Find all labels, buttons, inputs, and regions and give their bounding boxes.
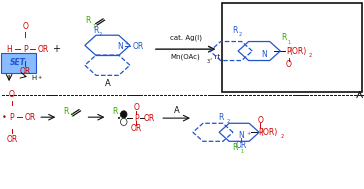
Text: OR: OR <box>7 135 17 144</box>
Text: (OR): (OR) <box>261 128 278 137</box>
Text: •: • <box>117 116 121 122</box>
Text: SET: SET <box>10 58 26 67</box>
Text: Mn(OAc): Mn(OAc) <box>171 53 201 60</box>
Text: O: O <box>286 60 292 69</box>
Text: A: A <box>174 106 179 115</box>
Text: R: R <box>93 26 98 35</box>
Text: H: H <box>6 45 12 54</box>
Text: O: O <box>257 115 263 125</box>
Text: OR: OR <box>24 113 35 122</box>
Text: cat. Ag(I): cat. Ag(I) <box>170 35 202 41</box>
Text: P: P <box>23 45 28 54</box>
Text: R: R <box>233 143 238 152</box>
Ellipse shape <box>120 111 127 118</box>
Text: OR: OR <box>236 141 247 150</box>
Text: A: A <box>104 79 110 88</box>
Text: R: R <box>232 26 238 35</box>
Text: O: O <box>9 90 15 99</box>
Text: 1: 1 <box>92 24 95 29</box>
Text: P: P <box>134 114 138 123</box>
FancyBboxPatch shape <box>222 3 362 92</box>
Text: OR: OR <box>20 67 31 76</box>
Text: +: + <box>125 41 129 46</box>
Text: N: N <box>261 50 267 59</box>
Text: O: O <box>23 22 28 31</box>
Text: P: P <box>258 128 262 137</box>
Text: OR: OR <box>37 45 48 54</box>
Text: R: R <box>281 33 286 42</box>
Text: (OR): (OR) <box>289 46 306 56</box>
Text: +: + <box>246 131 250 136</box>
Text: OR: OR <box>131 124 142 133</box>
Text: H: H <box>31 75 36 81</box>
Text: 1: 1 <box>119 113 122 118</box>
Text: 1: 1 <box>287 40 290 45</box>
Text: R: R <box>86 16 91 25</box>
Text: P: P <box>10 113 14 122</box>
Text: P: P <box>286 46 291 56</box>
Text: N: N <box>238 131 244 140</box>
Text: 1: 1 <box>70 113 74 118</box>
Text: +: + <box>52 44 60 54</box>
Text: R: R <box>112 107 118 116</box>
Text: 3: 3 <box>206 59 210 64</box>
Text: 1: 1 <box>241 149 244 154</box>
Text: 2: 2 <box>99 32 102 37</box>
Text: 2: 2 <box>227 119 230 124</box>
Text: O: O <box>133 103 139 112</box>
Text: +: + <box>38 75 42 80</box>
FancyBboxPatch shape <box>1 53 36 73</box>
Text: R: R <box>64 107 69 116</box>
Text: OR: OR <box>133 42 144 51</box>
Text: 2: 2 <box>308 53 312 58</box>
Text: 2: 2 <box>280 134 284 139</box>
Text: R: R <box>219 113 224 122</box>
Text: •: • <box>2 113 7 122</box>
Text: N: N <box>117 42 123 51</box>
Text: , rt: , rt <box>210 54 220 60</box>
Text: 2: 2 <box>238 32 242 37</box>
Text: OR: OR <box>144 114 155 123</box>
